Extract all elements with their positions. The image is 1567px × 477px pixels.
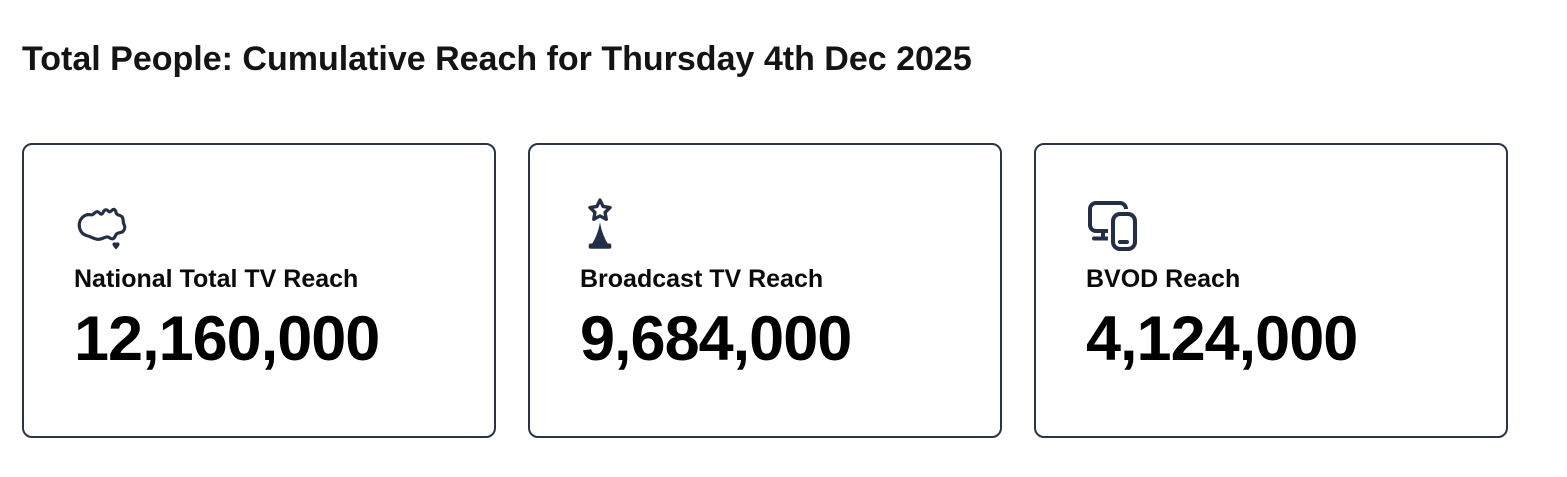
card-broadcast-tv-reach: Broadcast TV Reach 9,684,000 [528,143,1002,438]
card-national-total-tv-reach: National Total TV Reach 12,160,000 [22,143,496,438]
card-bvod-reach: BVOD Reach 4,124,000 [1034,143,1508,438]
screens-devices-icon [1086,193,1478,255]
card-label: National Total TV Reach [74,265,359,293]
card-value: 9,684,000 [580,304,852,374]
card-label: BVOD Reach [1086,265,1241,293]
card-value: 4,124,000 [1086,304,1358,374]
broadcast-tower-icon [580,193,972,255]
card-value: 12,160,000 [74,304,380,374]
page-title: Total People: Cumulative Reach for Thurs… [22,40,972,78]
reach-cards-row: National Total TV Reach 12,160,000 Broad… [22,143,1508,438]
australia-map-icon [74,193,466,255]
card-label: Broadcast TV Reach [580,265,824,293]
